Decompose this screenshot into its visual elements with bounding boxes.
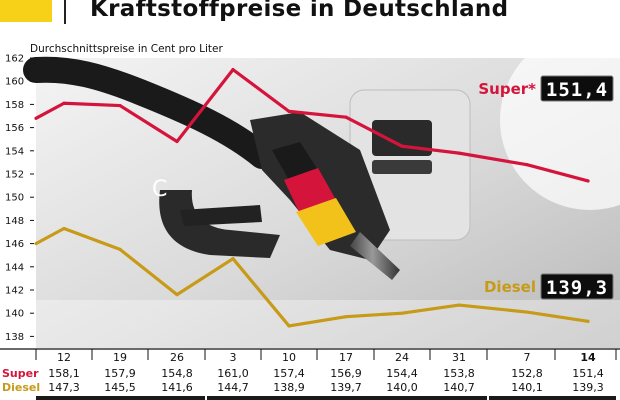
table-background	[0, 348, 620, 400]
data-label-super: 157,4	[273, 367, 305, 380]
y-tick-label: 140	[5, 309, 24, 320]
data-point-super	[344, 115, 348, 119]
data-label-super: 158,1	[48, 367, 80, 380]
data-point-diesel	[400, 311, 404, 315]
data-point-diesel	[586, 319, 590, 323]
accent-block	[0, 0, 52, 22]
month-bar	[489, 396, 616, 400]
data-label-diesel: 140,0	[386, 381, 418, 394]
x-tick-label: 31	[452, 351, 466, 364]
data-label-diesel: 138,9	[273, 381, 305, 394]
table-row-label-super: Super	[2, 367, 39, 380]
data-point-diesel	[118, 247, 122, 251]
y-tick-label: 160	[5, 77, 24, 88]
data-point-super	[175, 139, 179, 144]
x-tick-label: 24	[395, 351, 409, 364]
data-label-super: 151,4	[572, 367, 604, 380]
data-label-diesel: 144,7	[217, 381, 249, 394]
y-axis: 138 140 142 144 146 148 150 152 154 156 158 160 162	[5, 54, 34, 343]
table-row-label-diesel: Diesel	[2, 381, 40, 394]
y-tick-label: 148	[5, 216, 24, 227]
data-point-super	[231, 68, 235, 72]
data-label-diesel: 147,3	[48, 381, 80, 394]
data-point-super	[62, 101, 66, 105]
x-tick-label: 19	[113, 351, 127, 364]
data-label-diesel: 140,1	[511, 381, 543, 394]
background-photo: C	[23, 30, 620, 348]
x-tick-label: 14	[580, 351, 596, 364]
data-point-diesel	[231, 257, 235, 261]
y-tick-label: 150	[5, 193, 24, 204]
digital-display-diesel	[540, 273, 614, 300]
header: Kraftstoffpreise in Deutschland	[0, 0, 620, 26]
data-label-super: 153,8	[443, 367, 475, 380]
series-label-diesel: Diesel	[484, 278, 536, 296]
digital-display-super	[540, 75, 614, 102]
data-point-diesel	[525, 310, 529, 314]
data-point-diesel	[175, 293, 179, 297]
data-point-super	[586, 179, 590, 183]
digital-display-value-super: 151,4	[546, 79, 608, 101]
chart-subtitle: Durchschnittspreise in Cent pro Liter	[30, 43, 223, 55]
x-tick-label: 3	[230, 351, 237, 364]
data-label-diesel: 141,6	[161, 381, 193, 394]
data-point-super	[457, 151, 461, 155]
x-tick-label: 26	[170, 351, 184, 364]
x-tick-label: 17	[339, 351, 353, 364]
data-point-diesel	[287, 324, 291, 328]
y-tick-label: 158	[5, 100, 24, 111]
y-tick-label: 156	[5, 123, 24, 134]
data-point-diesel	[457, 303, 461, 307]
y-tick-label: 162	[5, 54, 24, 65]
y-tick-label: 138	[5, 332, 24, 343]
data-label-diesel: 140,7	[443, 381, 475, 394]
x-tick-label: 7	[524, 351, 531, 364]
series-labels: Super* 151,4 Diesel 139,3	[478, 75, 614, 300]
nozzle-letter: C	[152, 177, 167, 202]
data-label-diesel: 145,5	[104, 381, 136, 394]
data-label-diesel: 139,3	[572, 381, 604, 394]
x-tick-label: 12	[57, 351, 71, 364]
data-label-super: 154,8	[161, 367, 193, 380]
data-label-diesel: 139,7	[330, 381, 362, 394]
y-tick-label: 152	[5, 170, 24, 181]
data-point-super	[287, 109, 291, 113]
data-point-super	[118, 103, 122, 108]
digital-display-value-diesel: 139,3	[546, 277, 608, 299]
x-tick-label: 10	[282, 351, 296, 364]
data-label-super: 156,9	[330, 367, 362, 380]
month-bar	[207, 396, 487, 400]
y-tick-label: 146	[5, 239, 24, 250]
data-point-super	[525, 163, 529, 167]
data-label-super: 161,0	[217, 367, 249, 380]
title-divider	[64, 0, 66, 24]
y-tick-label: 142	[5, 286, 24, 297]
month-bar	[36, 396, 205, 400]
x-axis: 12 19 26 3 10 17 24 31 7 14 Super 158,1 157,9 154,8 16…	[0, 348, 620, 400]
data-point-diesel	[62, 226, 66, 231]
data-label-super: 152,8	[511, 367, 543, 380]
series-lines	[34, 68, 590, 328]
chart-title: Kraftstoffpreise in Deutschland	[90, 0, 509, 22]
y-tick-label: 154	[5, 146, 24, 157]
data-label-super: 157,9	[104, 367, 136, 380]
data-point-diesel	[344, 315, 348, 319]
data-label-super: 154,4	[386, 367, 418, 380]
data-point-super	[400, 144, 404, 148]
y-tick-label: 144	[5, 262, 24, 273]
series-label-super: Super*	[478, 80, 536, 98]
